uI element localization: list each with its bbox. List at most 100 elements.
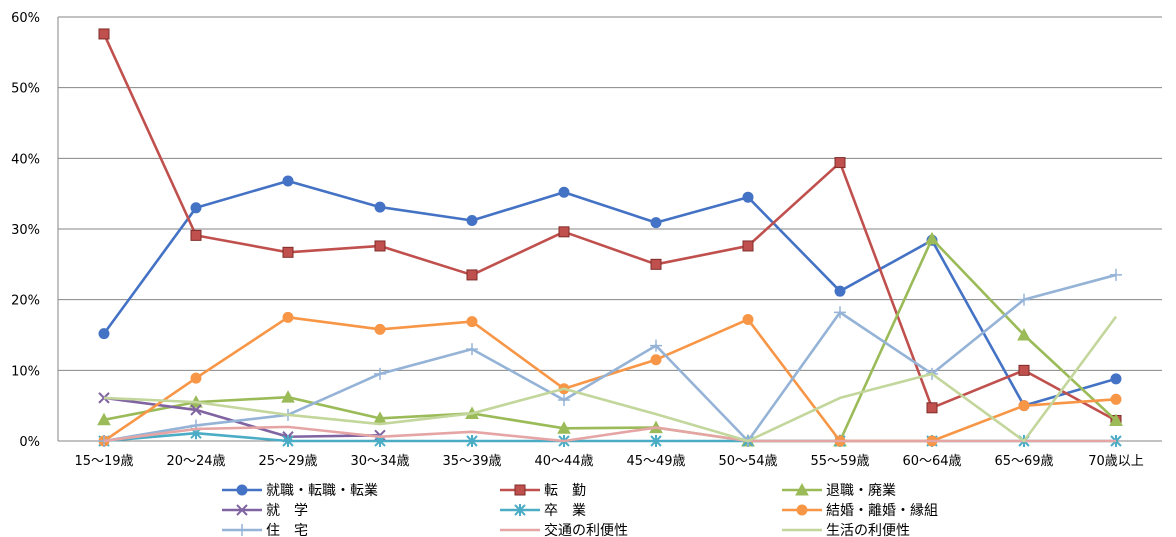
legend-label: 住 宅 <box>266 523 308 537</box>
series-line <box>102 33 1117 422</box>
legend-label: 卒 業 <box>544 503 586 519</box>
data-point <box>374 201 386 213</box>
series-0 <box>98 175 1122 412</box>
data-point <box>1017 327 1031 341</box>
y-tick-label: 0% <box>19 435 40 450</box>
data-point <box>925 231 939 245</box>
series-8 <box>103 315 1118 443</box>
x-axis-tick-labels: 15～19歳 20～24歳 25～29歳 30～34歳 35～39歳 40～44歳 45～4… <box>74 454 1143 469</box>
legend-label: 交通の利便性 <box>544 522 628 537</box>
series-6 <box>98 268 1122 447</box>
data-point <box>558 394 570 407</box>
legend-item: 就 学 <box>222 503 308 519</box>
series-7 <box>103 425 1116 443</box>
data-point <box>1110 373 1122 385</box>
legend-marker <box>795 482 809 496</box>
data-point <box>558 186 570 198</box>
data-point <box>650 217 662 229</box>
legend-item: 結婚・離婚・縁組 <box>782 502 938 519</box>
data-point <box>742 313 754 325</box>
x-tick-label: 70歳以上 <box>1088 454 1144 469</box>
series-lines <box>97 28 1123 447</box>
series-1 <box>98 28 1122 427</box>
data-point <box>282 246 294 258</box>
legend-label: 退職・廃業 <box>826 482 896 499</box>
legend-item: 退職・廃業 <box>782 482 896 499</box>
legend-marker <box>236 504 248 516</box>
legend-item: 交通の利便性 <box>500 522 628 537</box>
legend-label: 就職・転職・転業 <box>266 483 378 499</box>
data-point <box>1018 400 1030 412</box>
data-point <box>1018 364 1030 376</box>
x-tick-label: 20～24歳 <box>166 454 225 469</box>
data-point <box>466 215 478 227</box>
series-line <box>103 273 1117 443</box>
legend-label: 転 勤 <box>544 483 586 499</box>
data-point <box>98 28 110 40</box>
y-tick-label: 30% <box>11 223 40 238</box>
legend-item: 卒 業 <box>500 503 586 519</box>
legend-item: 住 宅 <box>222 523 308 537</box>
series-line <box>103 396 381 439</box>
y-tick-label: 20% <box>11 294 40 309</box>
y-tick-label: 50% <box>11 82 40 97</box>
x-tick-label: 15～19歳 <box>74 454 133 469</box>
x-tick-label: 60～64歳 <box>902 454 961 469</box>
x-tick-label: 45～49歳 <box>626 454 685 469</box>
data-point <box>281 390 295 403</box>
legend-item: 生活の利便性 <box>782 523 910 537</box>
data-point <box>558 226 570 238</box>
data-point <box>282 175 294 187</box>
data-point <box>466 343 478 356</box>
legend-marker <box>514 484 526 496</box>
data-point <box>834 157 846 169</box>
data-point <box>466 269 478 281</box>
data-point <box>97 412 111 426</box>
data-point <box>1110 393 1122 405</box>
legend-marker <box>796 504 808 516</box>
data-point <box>650 354 662 366</box>
series-line <box>103 316 1117 443</box>
y-axis-tick-labels: 0% 10% 20% 30% 40% 50% 60% <box>11 11 40 450</box>
data-point <box>466 316 478 328</box>
data-point <box>650 258 662 270</box>
data-point <box>190 404 202 416</box>
data-point <box>98 392 110 404</box>
series-4 <box>98 427 1122 447</box>
data-point <box>190 229 202 241</box>
data-point <box>282 435 294 447</box>
data-point <box>834 285 846 297</box>
data-point <box>466 435 478 447</box>
x-tick-label: 35～39歳 <box>442 454 501 469</box>
data-point <box>742 191 754 203</box>
data-point <box>282 311 294 323</box>
data-point <box>374 323 386 335</box>
series-line <box>102 179 1117 407</box>
legend-marker <box>514 504 526 516</box>
x-tick-label: 55～59歳 <box>810 454 869 469</box>
series-line <box>103 237 1117 443</box>
legend-label: 就 学 <box>266 503 308 519</box>
data-point <box>374 240 386 252</box>
data-point <box>1109 413 1123 427</box>
series-line <box>103 315 1118 443</box>
legend-item: 就職・転職・転業 <box>222 483 378 499</box>
x-tick-label: 40～44歳 <box>534 454 593 469</box>
data-point <box>374 367 386 380</box>
x-tick-label: 30～34歳 <box>350 454 409 469</box>
legend-label: 結婚・離婚・縁組 <box>826 502 938 519</box>
series-line <box>103 425 1116 443</box>
data-point <box>650 339 662 352</box>
data-point <box>1110 268 1122 281</box>
series-2 <box>97 231 1123 447</box>
legend-label: 生活の利便性 <box>826 523 910 537</box>
gridlines <box>58 16 1162 371</box>
legend-item: 転 勤 <box>500 483 586 499</box>
data-point <box>650 435 662 447</box>
data-point <box>557 421 571 434</box>
data-point <box>742 240 754 252</box>
data-point <box>834 306 846 319</box>
y-tick-label: 40% <box>11 152 40 167</box>
data-point <box>926 402 938 414</box>
